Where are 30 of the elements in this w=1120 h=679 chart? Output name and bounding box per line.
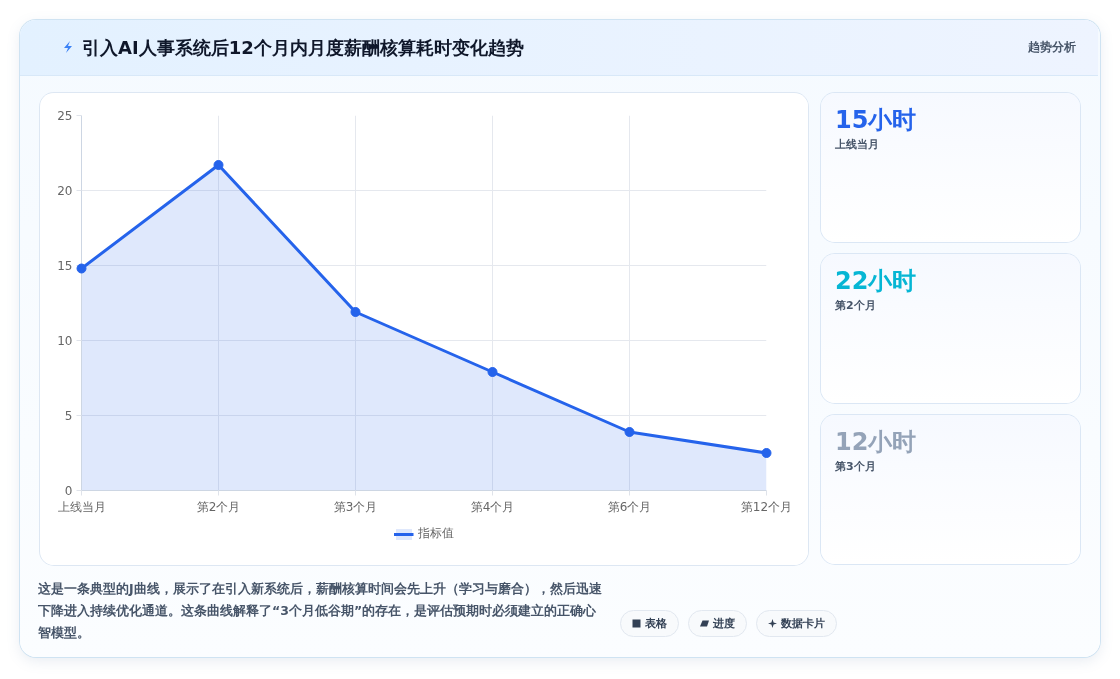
x-tick-label: 第12个月: [740, 499, 793, 514]
text: 这是一条典型的J曲线，展示了在引入新系统后，薪酬核算时间会先上升（学习与磨合），然后迅速下降进入持续优化通道。这条曲线解释了“3个月低谷期”的存在，是评估预期时必须建立的正确心智模型。: [38, 580, 603, 642]
text: 22小时: [835, 266, 917, 296]
text: 15小时: [835, 105, 917, 135]
text: 进度: [713, 616, 735, 631]
point: [487, 367, 498, 377]
y-tick-label: 15: [57, 259, 73, 273]
point: [624, 427, 635, 437]
legend-label: 指标值: [418, 525, 454, 542]
y-tick-label: 25: [57, 109, 73, 123]
y-tick-label: 0: [64, 484, 73, 498]
x-tick-label: 第4个月: [470, 499, 515, 514]
point: [213, 160, 224, 170]
text: 第3个月: [835, 459, 877, 475]
text: 12小时: [835, 427, 917, 457]
text: 第2个月: [835, 298, 877, 314]
chart-title: 引入AI人事系统后12个月内月度薪酬核算耗时变化趋势: [82, 35, 524, 60]
text: 数据卡片: [781, 616, 825, 631]
text: 上线当月: [835, 137, 880, 153]
point: [76, 263, 87, 274]
x-tick-label: 第3个月: [333, 499, 378, 514]
y-tick-label: 5: [64, 409, 73, 423]
point: [350, 307, 361, 317]
x-tick-label: 第6个月: [607, 499, 652, 514]
x-tick-label: 上线当月: [57, 499, 106, 514]
text: 表格: [645, 616, 667, 631]
text: 趋势分析: [1028, 38, 1076, 56]
x-tick-label: 第2个月: [196, 499, 241, 514]
y-tick-label: 20: [57, 184, 73, 198]
y-tick-label: 10: [57, 334, 73, 348]
